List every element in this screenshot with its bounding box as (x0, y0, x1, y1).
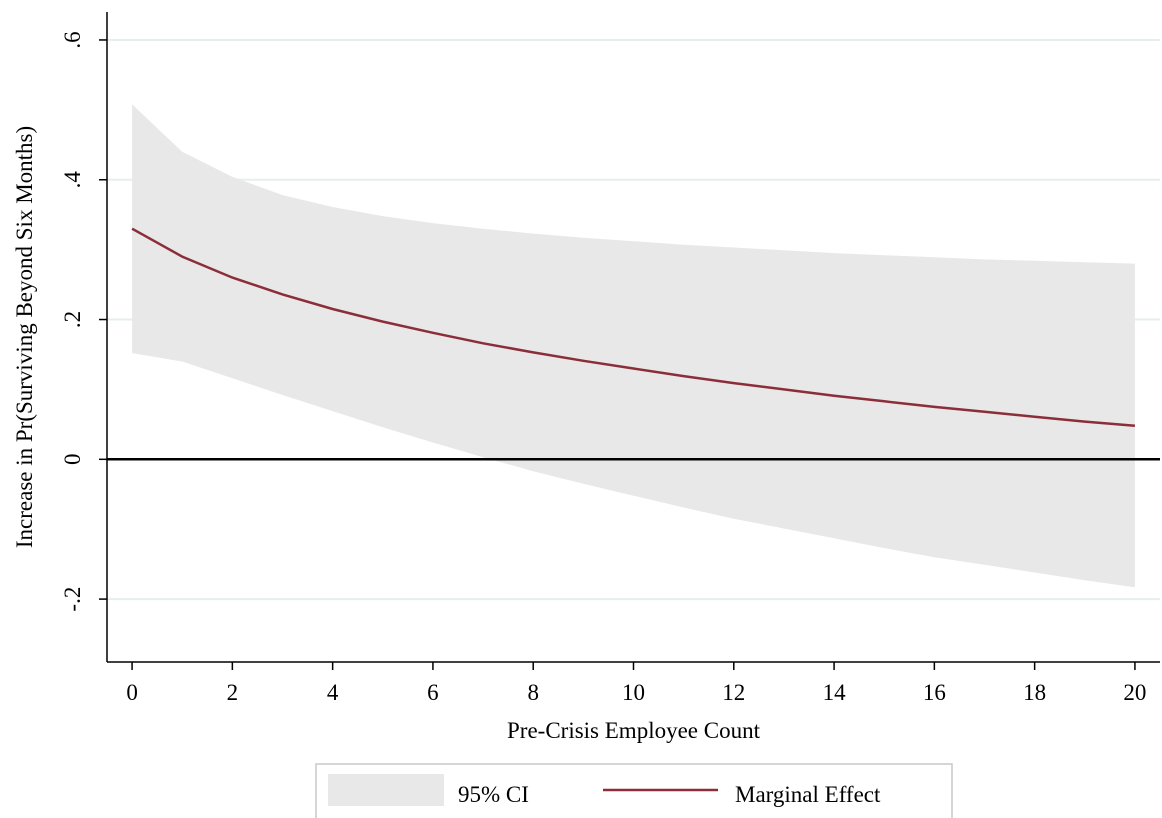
x-tick-label: 2 (227, 680, 239, 705)
y-ticks: -.2 0 .2 .4 .6 (60, 31, 107, 612)
legend-label-marginal-effect: Marginal Effect (735, 782, 881, 807)
x-tick-label: 4 (327, 680, 339, 705)
y-tick-label: .4 (60, 171, 85, 189)
x-tick-label: 14 (823, 680, 847, 705)
x-tick-label: 16 (923, 680, 946, 705)
legend-swatch-ci (328, 774, 444, 806)
y-tick-label: -.2 (60, 587, 85, 612)
x-axis-title: Pre-Crisis Employee Count (507, 718, 761, 743)
legend-label-ci: 95% CI (458, 782, 529, 807)
ci-band-area (132, 104, 1135, 588)
y-tick-label: 0 (60, 454, 85, 466)
legend: 95% CI Marginal Effect (315, 763, 953, 818)
x-tick-label: 0 (126, 680, 138, 705)
x-tick-label: 10 (622, 680, 645, 705)
x-tick-label: 8 (527, 680, 539, 705)
y-tick-label: .6 (60, 31, 85, 48)
x-tick-label: 18 (1023, 680, 1046, 705)
x-tick-label: 6 (427, 680, 439, 705)
marginal-effect-line (131, 227, 1136, 428)
x-tick-label: 20 (1123, 680, 1146, 705)
y-tick-label: .2 (60, 311, 85, 328)
y-axis-title: Increase in Pr(Surviving Beyond Six Mont… (12, 126, 37, 548)
x-ticks: 0 2 4 6 8 10 12 14 16 18 20 (126, 662, 1146, 705)
x-tick-label: 12 (722, 680, 745, 705)
